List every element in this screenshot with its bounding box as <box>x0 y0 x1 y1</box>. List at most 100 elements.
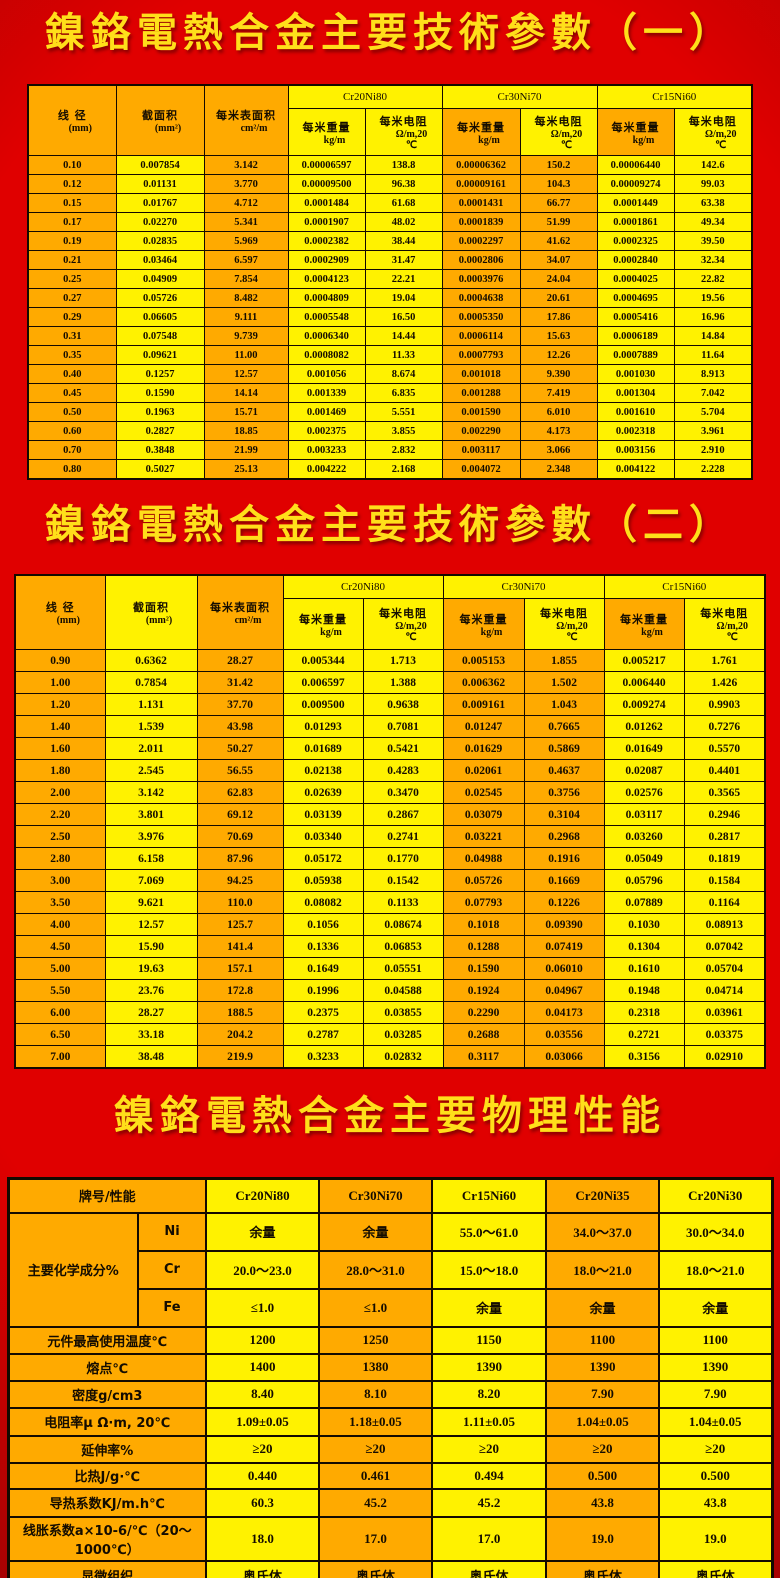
cell: 6.835 <box>364 383 443 403</box>
physical-properties-table: 牌号/性能 Cr20Ni80 Cr30Ni70 Cr15Ni60 Cr20Ni3… <box>6 1177 774 1578</box>
cell: 0.2721 <box>603 1023 685 1046</box>
cell: 7.419 <box>519 383 598 403</box>
cell: 0.27 <box>27 288 117 308</box>
cell: 8.674 <box>364 364 443 384</box>
cell: 0.1226 <box>523 891 605 914</box>
cell: 15.63 <box>519 326 598 346</box>
cell: 1400 <box>205 1352 320 1382</box>
cell: 5.551 <box>364 402 443 422</box>
cell: 0.1590 <box>115 383 205 403</box>
cell: 49.34 <box>673 212 753 232</box>
cell: 0.0003976 <box>441 269 521 289</box>
cell: 0.440 <box>205 1461 320 1490</box>
cell: 11.64 <box>673 345 753 365</box>
cell: 0.01247 <box>442 715 525 738</box>
cell: 8.10 <box>318 1379 433 1409</box>
cell: 4.173 <box>519 421 598 441</box>
cell: 0.01649 <box>603 737 685 760</box>
tech-params-table-2-body: 0.90 0.6362 28.27 0.005344 1.713 0.005153 1.85… <box>14 649 766 1069</box>
cell: 0.2787 <box>282 1023 364 1046</box>
cell: 0.10 <box>27 155 117 175</box>
table-row: 电阻率μ Ω·m, 20℃ 1.09±0.05 1.18±0.05 1.11±0.05… <box>7 1406 773 1437</box>
table-row: 0.90 0.6362 28.27 0.005344 1.713 0.005153 1.85… <box>14 649 766 672</box>
cell: 1.11±0.05 <box>431 1406 547 1437</box>
cell: 0.3233 <box>282 1045 364 1069</box>
cell: 39.50 <box>673 231 753 251</box>
cell: 0.05938 <box>282 869 364 892</box>
table-row: 1.60 2.011 50.27 0.01689 0.5421 0.01629 0.5869… <box>14 737 766 760</box>
cell: 0.02138 <box>282 759 364 782</box>
table-row: 熔点℃ 1400 1380 1390 1390 1390 <box>7 1352 773 1382</box>
cell: 0.04588 <box>362 979 444 1002</box>
cell: 1.713 <box>362 649 444 672</box>
cell: 0.7665 <box>523 715 605 738</box>
cell: ≤1.0 <box>205 1287 320 1328</box>
cell: 0.1669 <box>523 869 605 892</box>
cell: 4.50 <box>14 935 106 958</box>
cell: 0.00006440 <box>596 155 675 175</box>
cell: 3.00 <box>14 869 106 892</box>
cell: 0.04714 <box>683 979 766 1002</box>
cell: 0.06853 <box>362 935 444 958</box>
cell: 7.90 <box>658 1379 773 1409</box>
cell: 17.0 <box>431 1515 547 1562</box>
table-row: 0.15 0.01767 4.712 0.0001484 61.68 0.0001431 6… <box>27 193 753 213</box>
cell: 0.08674 <box>362 913 444 936</box>
cell: 0.1924 <box>442 979 525 1002</box>
cell: 0.05796 <box>603 869 685 892</box>
section3-title: 鎳鉻電熱合金主要物理性能 <box>114 1093 666 1139</box>
cell: 6.00 <box>14 1001 106 1024</box>
alloy-header-cr20ni80: Cr20Ni80 <box>282 574 444 599</box>
table-row: 6.50 33.18 204.2 0.2787 0.03285 0.2688 0.03556… <box>14 1023 766 1046</box>
cell: 0.21 <box>27 250 117 270</box>
table-row: 3.50 9.621 110.0 0.08082 0.1133 0.07793 0.1226… <box>14 891 766 914</box>
cell: 0.0006189 <box>596 326 675 346</box>
table-row: 5.00 19.63 157.1 0.1649 0.05551 0.1590 0.06010… <box>14 957 766 980</box>
cell: 12.26 <box>519 345 598 365</box>
cell: 1.04±0.05 <box>658 1406 773 1437</box>
cell: 1.855 <box>523 649 605 672</box>
cell: 0.1542 <box>362 869 444 892</box>
table-row: 线胀系数a×10-6/℃（20～1000℃） 18.0 17.0 17.0 19.0 19… <box>7 1515 773 1562</box>
cell: 99.03 <box>673 174 753 194</box>
cell: 0.3565 <box>683 781 766 804</box>
cell: 0.1610 <box>603 957 685 980</box>
cell: 0.0002382 <box>287 231 366 251</box>
table-row: 元件最高使用温度℃ 1200 1250 1150 1100 1100 <box>7 1325 773 1355</box>
cell: 0.05049 <box>603 847 685 870</box>
col-header-weight: 每米重量 kg/m <box>442 598 525 650</box>
cell: 0.1288 <box>442 935 525 958</box>
cell: 219.9 <box>196 1045 284 1069</box>
cell: 2.50 <box>14 825 106 848</box>
alloy-header-cr15ni60: Cr15Ni60 <box>603 574 766 599</box>
cell: 24.04 <box>519 269 598 289</box>
cell: 1.539 <box>104 715 198 738</box>
cell: ≥20 <box>545 1434 660 1464</box>
cell: 8.913 <box>673 364 753 384</box>
cell: 0.005153 <box>442 649 525 672</box>
cell: 48.02 <box>364 212 443 232</box>
cell: 18.0～21.0 <box>658 1249 773 1290</box>
table-row: 0.25 0.04909 7.854 0.0004123 22.21 0.0003976 2… <box>27 269 753 289</box>
cell: 0.5027 <box>115 459 205 480</box>
cell: 0.2946 <box>683 803 766 826</box>
cell: 0.1257 <box>115 364 205 384</box>
col-header-resistance: 每米电阻 Ω/m,20 ℃ <box>683 598 766 650</box>
cell: 奥氏体 <box>658 1559 773 1578</box>
cell: 22.21 <box>364 269 443 289</box>
cell: 0.2688 <box>442 1023 525 1046</box>
col-header-cross-section: 截面积 (mm²) <box>104 574 198 650</box>
table-row: 1.20 1.131 37.70 0.009500 0.9638 0.009161 1.04… <box>14 693 766 716</box>
cell: 0.0002840 <box>596 250 675 270</box>
cell: 0.001018 <box>441 364 521 384</box>
col-header-weight: 每米重量 kg/m <box>441 108 521 156</box>
cell: 34.07 <box>519 250 598 270</box>
col-header-cr30ni70: Cr30Ni70 <box>318 1177 433 1214</box>
cell: 5.50 <box>14 979 106 1002</box>
cell: 0.17 <box>27 212 117 232</box>
row-label: 密度g/cm3 <box>7 1379 207 1409</box>
table-row: 5.50 23.76 172.8 0.1996 0.04588 0.1924 0.04967… <box>14 979 766 1002</box>
cell: 3.961 <box>673 421 753 441</box>
cell: 3.142 <box>203 155 289 175</box>
cell: 1100 <box>658 1325 773 1355</box>
